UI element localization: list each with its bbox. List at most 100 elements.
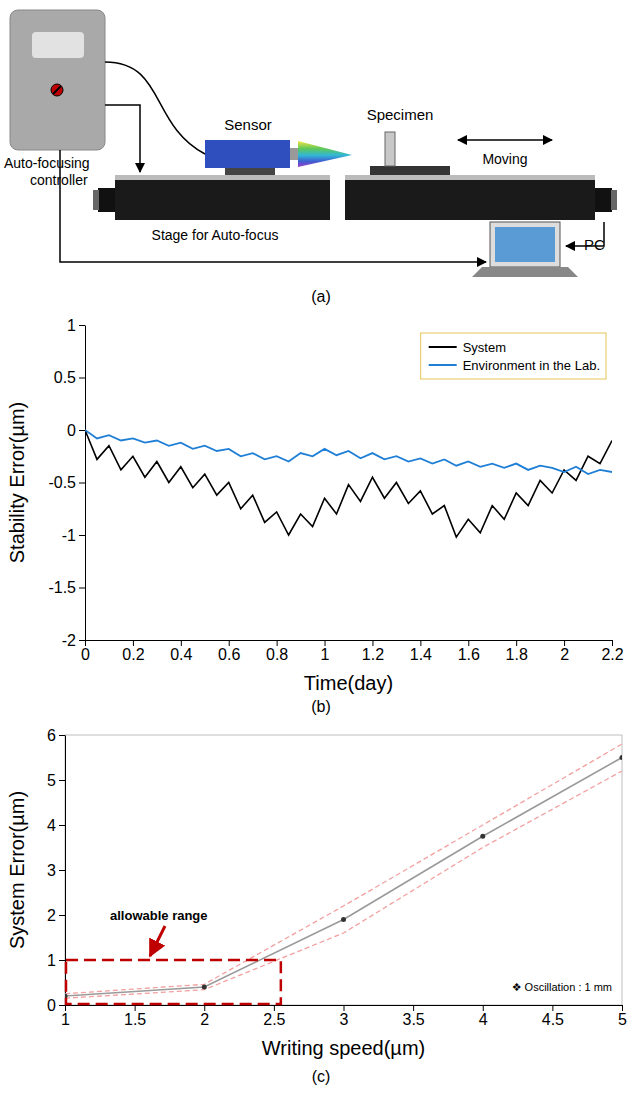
legend-box [421, 333, 606, 379]
axis-title: Stability Error(µm) [6, 402, 28, 564]
axis-line [86, 640, 613, 641]
tick: 0.6 [218, 640, 240, 663]
tick-mark [344, 1005, 345, 1011]
allowable-range-box [66, 960, 281, 1004]
tick-mark [59, 780, 65, 781]
tick: 0.8 [266, 640, 288, 663]
panel-label: (c) [312, 1068, 331, 1085]
legend-swatch [429, 364, 457, 366]
tick-mark [79, 483, 85, 484]
tick: 1.4 [410, 640, 432, 663]
sensor-beam [298, 141, 352, 167]
diagram: Auto-focusingcontrollerSensorSpecimenMov… [4, 10, 617, 305]
tick-label: 0.6 [218, 646, 240, 663]
tick-label: 4 [47, 817, 56, 834]
tick-label: 3 [47, 862, 56, 879]
pc-label: PC [584, 236, 605, 253]
tick: 3.5 [403, 1005, 425, 1028]
tick-mark [229, 640, 230, 646]
tick-mark [65, 1005, 66, 1011]
cable [105, 62, 205, 154]
tick-mark [277, 640, 278, 646]
tick-mark [59, 870, 65, 871]
link-arrow [60, 150, 486, 262]
y-axis: -2-1.5-1-0.500.51 [48, 317, 85, 649]
tick: 4 [479, 1005, 488, 1028]
tick-mark [372, 640, 373, 646]
tick-mark [516, 640, 517, 646]
tick-mark [79, 430, 85, 431]
stage-top [345, 175, 595, 180]
tick-mark [274, 1005, 275, 1011]
controller-dial-mark [53, 86, 61, 94]
tick: -0.5 [48, 474, 85, 491]
marker [480, 834, 485, 839]
tick-mark [79, 378, 85, 379]
pc-display [495, 227, 555, 262]
x-axis: 00.20.40.60.811.21.41.61.822.2 [81, 640, 624, 663]
tick: 1 [61, 1005, 70, 1028]
annotations: allowable range ❖ Oscillation : 1 mm [66, 908, 612, 1004]
tick-label: 2 [47, 907, 56, 924]
figure: Auto-focusingcontrollerSensorSpecimenMov… [0, 0, 643, 1094]
tick-mark [59, 735, 65, 736]
tick-label: 0.5 [54, 369, 76, 386]
tick: 1.8 [506, 640, 528, 663]
tick-mark [79, 640, 85, 641]
annotation-note: ❖ Oscillation : 1 mm [512, 981, 612, 993]
marker [202, 985, 207, 990]
tick-label: 3.5 [403, 1011, 425, 1028]
tick-mark [468, 640, 469, 646]
controller-display [32, 32, 84, 58]
stage-knob [595, 188, 612, 212]
tick-mark [79, 535, 85, 536]
marker [341, 917, 346, 922]
tick-label: 2.5 [263, 1011, 285, 1028]
tick-label: 2 [200, 1011, 209, 1028]
axis-title: Writing speed(µm) [262, 1037, 425, 1059]
plot-marks [85, 430, 612, 537]
tick-label: 4.5 [542, 1011, 564, 1028]
tick-label: -1.5 [48, 579, 76, 596]
stage [115, 180, 330, 220]
x-axis: 11.522.533.544.55 [61, 1005, 627, 1028]
tick: 2.2 [601, 640, 623, 663]
legend-label: System [463, 340, 506, 355]
tick: 2 [200, 1005, 209, 1028]
tick-label: 1.8 [506, 646, 528, 663]
tick-mark [181, 640, 182, 646]
chart-c: 11.522.533.544.550123456allowable range❖… [6, 727, 627, 1085]
pc-screen [490, 222, 560, 267]
controller-dial [51, 84, 63, 96]
tick: 4 [47, 817, 65, 834]
tick-mark [59, 960, 65, 961]
tick-label: 1 [321, 646, 330, 663]
tick: 2 [560, 640, 569, 663]
tick: 1.5 [124, 1005, 146, 1028]
tick-mark [135, 1005, 136, 1011]
tick-mark [420, 640, 421, 646]
axis-title: Time(day) [304, 672, 393, 694]
tick-label: 6 [47, 727, 56, 744]
moving-arrow [458, 139, 552, 141]
stage-knob-end [611, 190, 617, 210]
stage-knob [98, 188, 115, 212]
tick: 0.4 [170, 640, 192, 663]
tick-label: 2 [560, 646, 569, 663]
tick: 0.5 [54, 369, 85, 386]
tick: 3 [340, 1005, 349, 1028]
sensor-label: Sensor [224, 116, 272, 133]
annotation-arrow [150, 926, 165, 956]
tick-mark [483, 1005, 484, 1011]
tick: 0 [67, 422, 85, 439]
tick: 1 [321, 640, 330, 663]
tick: 5 [47, 772, 65, 789]
tick-label: 0.2 [122, 646, 144, 663]
legend-swatch [429, 346, 457, 348]
stage-knob-end [93, 190, 99, 210]
tick-label: 0 [67, 422, 76, 439]
tick: -1 [62, 527, 85, 544]
tick-label: -0.5 [48, 474, 76, 491]
marker [620, 755, 623, 760]
annotation-label: allowable range [110, 908, 208, 923]
